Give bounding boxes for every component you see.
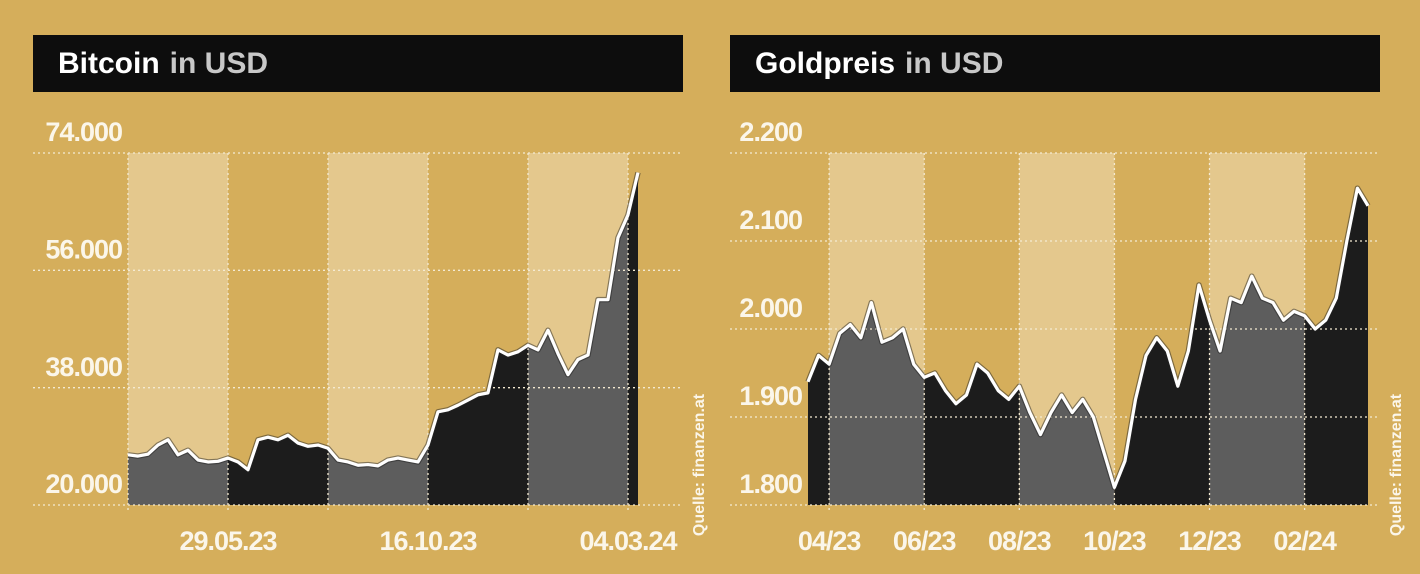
y-tick-label: 1.800 bbox=[739, 469, 802, 499]
x-tick-label: 04/23 bbox=[798, 526, 862, 556]
area-fill bbox=[924, 364, 1020, 505]
chart-title: Bitcoin in USD bbox=[58, 47, 268, 80]
header-bar bbox=[33, 35, 683, 92]
y-tick-label: 2.000 bbox=[739, 293, 802, 323]
title-name: Goldpreis bbox=[755, 47, 895, 80]
source-note: Quelle: finanzen.at bbox=[1388, 393, 1405, 536]
x-tick-label: 29.05.23 bbox=[179, 526, 277, 556]
price-line bbox=[806, 186, 1370, 489]
area-fill bbox=[808, 355, 830, 505]
x-tick-label: 06/23 bbox=[893, 526, 957, 556]
area-fill bbox=[1304, 188, 1368, 505]
x-tick-label: 02/24 bbox=[1273, 526, 1337, 556]
x-tick-label: 04.03.24 bbox=[579, 526, 677, 556]
chart-title: Goldpreis in USD bbox=[755, 47, 1003, 80]
source-note: Quelle: finanzen.at bbox=[691, 393, 708, 536]
area-fill bbox=[829, 302, 925, 505]
y-tick-label: 2.200 bbox=[739, 117, 802, 147]
area-fill bbox=[628, 172, 638, 505]
area-fill bbox=[128, 439, 228, 505]
title-name: Bitcoin bbox=[58, 47, 160, 80]
shade-band bbox=[128, 153, 228, 505]
area-fill bbox=[1209, 276, 1305, 505]
area-fill bbox=[228, 435, 328, 505]
shade-band bbox=[328, 153, 428, 505]
y-tick-label: 56.000 bbox=[45, 234, 122, 264]
y-tick-label: 74.000 bbox=[45, 117, 122, 147]
y-tick-label: 2.100 bbox=[739, 205, 802, 235]
title-unit: in USD bbox=[905, 47, 1003, 80]
y-tick-label: 1.900 bbox=[739, 381, 802, 411]
x-tick-label: 16.10.23 bbox=[379, 526, 477, 556]
header-bar bbox=[730, 35, 1380, 92]
area-fill bbox=[428, 345, 528, 505]
x-tick-label: 08/23 bbox=[988, 526, 1052, 556]
y-tick-label: 20.000 bbox=[45, 469, 122, 499]
x-tick-label: 12/23 bbox=[1178, 526, 1242, 556]
title-unit: in USD bbox=[170, 47, 268, 80]
x-tick-label: 10/23 bbox=[1083, 526, 1147, 556]
y-tick-label: 38.000 bbox=[45, 352, 122, 382]
area-fill bbox=[1114, 285, 1210, 505]
price-line bbox=[127, 172, 640, 472]
